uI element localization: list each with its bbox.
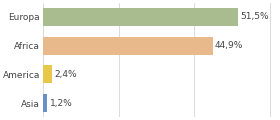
Text: 51,5%: 51,5% [240,12,269,21]
Bar [43,94,48,112]
Text: 2,4%: 2,4% [54,70,77,79]
Text: 1,2%: 1,2% [50,99,73,108]
Bar [43,8,237,26]
Bar [43,66,52,83]
Bar [43,37,213,54]
Text: 44,9%: 44,9% [215,41,243,50]
